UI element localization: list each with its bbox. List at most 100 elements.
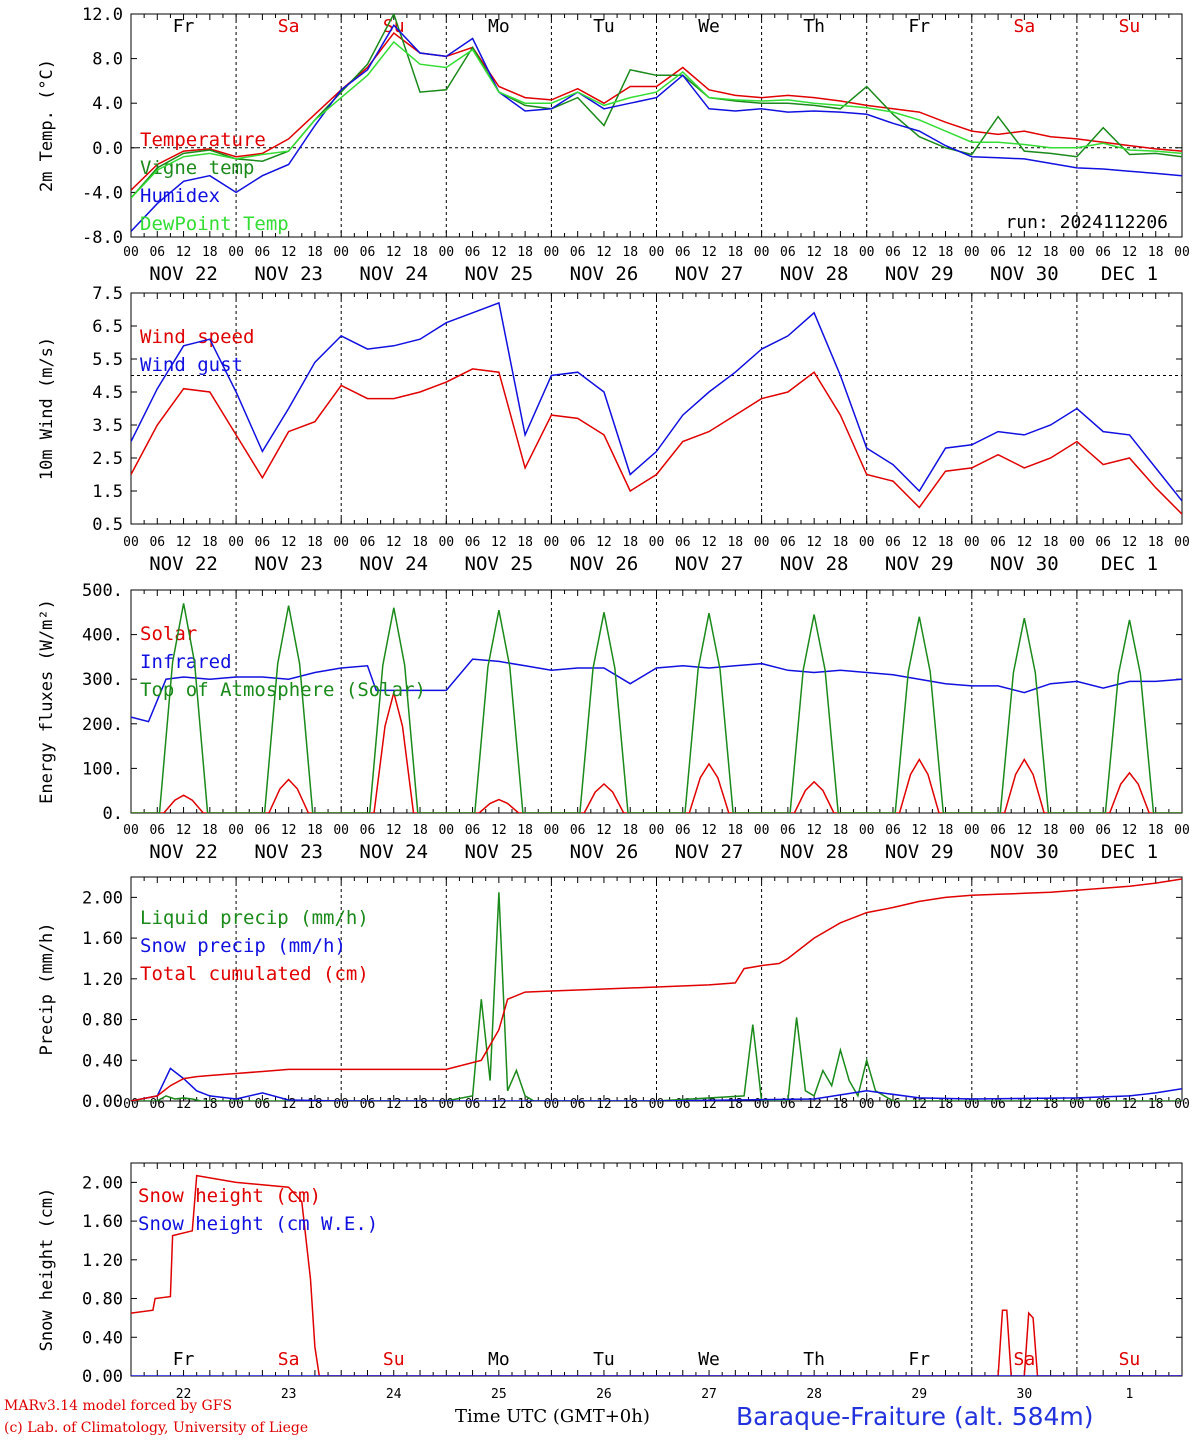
date-label: DEC 1: [1101, 263, 1158, 285]
hour-tick-label: 12: [1122, 823, 1138, 838]
legend-entry-wind-speed: Wind speed: [140, 326, 254, 348]
day-number-label: 23: [281, 1387, 297, 1402]
weekday-label: Th: [803, 1349, 825, 1370]
hour-tick-label: 18: [202, 823, 218, 838]
panel-4: 2.00 1.60 1.20 0.80 0.40 0.00 Precip (mm/h) 00 0…: [37, 876, 1190, 1112]
legend-entry-infrared: Infrared: [140, 651, 232, 673]
date-label: NOV 26: [570, 841, 639, 863]
hour-tick-label: 12: [596, 823, 612, 838]
hour-tick-label: 18: [1148, 535, 1164, 550]
hour-tick-label: 06: [360, 245, 376, 260]
hour-tick-label: 18: [1148, 1097, 1164, 1112]
hour-tick-label: 18: [1148, 823, 1164, 838]
hour-tick-label: 18: [1043, 535, 1059, 550]
y-tick-label: 8.0: [92, 50, 123, 70]
legend-entry-snow-precip-mm-h: Snow precip (mm/h): [140, 935, 346, 957]
y-tick-label: 4.0: [92, 94, 123, 114]
hour-tick-label: 00: [1069, 245, 1085, 260]
date-label: NOV 29: [885, 841, 954, 863]
hour-tick-label: 00: [1174, 823, 1190, 838]
hour-tick-label: 12: [911, 535, 927, 550]
y-tick-label: 0.40: [82, 1328, 123, 1348]
hour-tick-label: 18: [307, 823, 323, 838]
hour-tick-label: 00: [964, 535, 980, 550]
y-tick-label: 0.5: [92, 515, 123, 535]
hour-tick-label: 18: [938, 823, 954, 838]
hour-tick-label: 00: [1069, 535, 1085, 550]
weekday-label: Fr: [173, 1349, 195, 1370]
weekday-label: Sa: [278, 16, 300, 37]
hour-tick-label: 00: [544, 245, 560, 260]
date-label: NOV 30: [990, 841, 1059, 863]
hour-tick-label: 00: [859, 1097, 875, 1112]
time-axis-label: Time UTC (GMT+0h): [455, 1406, 650, 1427]
hour-tick-label: 00: [123, 535, 139, 550]
hour-tick-label: 06: [570, 823, 586, 838]
hour-tick-label: 12: [281, 245, 297, 260]
hour-tick-label: 06: [675, 535, 691, 550]
series-line-liquid-precip-mm-h: [131, 892, 1182, 1101]
y-axis-label: Snow height (cm): [37, 1188, 57, 1352]
weekday-label: Mo: [488, 1349, 510, 1370]
hour-tick-label: 06: [149, 535, 165, 550]
hour-tick-label: 06: [149, 245, 165, 260]
hour-tick-label: 00: [333, 245, 349, 260]
hour-tick-label: 00: [544, 535, 560, 550]
legend-entry-liquid-precip-mm-h: Liquid precip (mm/h): [140, 907, 369, 929]
hour-tick-label: 06: [149, 1097, 165, 1112]
weekday-label: Th: [803, 16, 825, 37]
hour-tick-label: 12: [1122, 1097, 1138, 1112]
date-label: NOV 25: [465, 553, 534, 575]
hour-tick-label: 18: [517, 535, 533, 550]
legend-entry-snow-height-cm-w-e: Snow height (cm W.E.): [138, 1213, 378, 1235]
hour-tick-label: 18: [622, 1097, 638, 1112]
hour-tick-label: 06: [885, 535, 901, 550]
date-label: NOV 22: [149, 263, 218, 285]
hour-tick-label: 18: [833, 1097, 849, 1112]
hour-tick-label: 00: [649, 1097, 665, 1112]
date-label: NOV 22: [149, 841, 218, 863]
hour-tick-label: 00: [1069, 823, 1085, 838]
date-label: NOV 24: [359, 553, 428, 575]
hour-tick-label: 06: [465, 245, 481, 260]
hour-tick-label: 00: [859, 245, 875, 260]
weekday-label: Tu: [593, 1349, 615, 1370]
legend-entry-solar: Solar: [140, 623, 197, 645]
hour-tick-label: 12: [176, 1097, 192, 1112]
y-tick-label: -8.0: [82, 228, 123, 248]
date-label: NOV 28: [780, 263, 849, 285]
date-label: NOV 23: [254, 841, 323, 863]
hour-tick-label: 12: [1017, 535, 1033, 550]
hour-tick-label: 06: [1095, 1097, 1111, 1112]
hour-tick-label: 12: [386, 823, 402, 838]
hour-tick-label: 06: [990, 823, 1006, 838]
day-number-label: 22: [176, 1387, 192, 1402]
weekday-label: Sa: [1014, 16, 1036, 37]
weekday-label: Fr: [908, 16, 930, 37]
date-label: NOV 27: [675, 553, 744, 575]
hour-tick-label: 00: [228, 823, 244, 838]
hour-tick-label: 12: [1122, 535, 1138, 550]
hour-tick-label: 18: [1148, 245, 1164, 260]
y-tick-label: 0.80: [82, 1011, 123, 1031]
series-line-solar: [131, 689, 1182, 813]
hour-tick-label: 00: [228, 535, 244, 550]
series-line-wind-gust: [131, 301, 1182, 502]
legend-entry-vigne-temp: Vigne temp: [140, 157, 254, 179]
hour-tick-label: 12: [596, 1097, 612, 1112]
hour-tick-label: 12: [386, 245, 402, 260]
hour-tick-label: 06: [780, 245, 796, 260]
hour-tick-label: 18: [202, 245, 218, 260]
hour-tick-label: 12: [491, 1097, 507, 1112]
hour-tick-label: 06: [780, 535, 796, 550]
hour-tick-label: 00: [754, 245, 770, 260]
hour-tick-label: 00: [1174, 535, 1190, 550]
y-axis-label: 10m Wind (m/s): [37, 337, 57, 480]
weekday-label: Sa: [1014, 1349, 1036, 1370]
hour-tick-label: 00: [438, 535, 454, 550]
date-label: NOV 26: [570, 263, 639, 285]
y-tick-label: 0.00: [82, 1367, 123, 1387]
hour-tick-label: 00: [964, 245, 980, 260]
panel-3: 500. 400. 300. 200. 100. 0. Energy fluxes (W/m…: [37, 581, 1190, 863]
hour-tick-label: 00: [859, 823, 875, 838]
